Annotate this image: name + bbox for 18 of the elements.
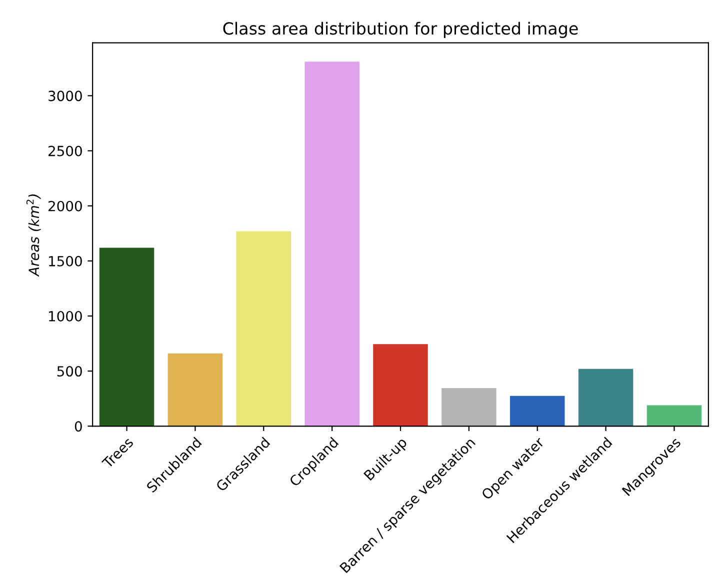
bar [510,396,565,426]
chart-title: Class area distribution for predicted image [223,22,578,38]
y-tick-label: 1500 [49,256,82,266]
bar [99,248,154,426]
y-tick-label: 2000 [48,200,82,212]
bar [373,344,428,426]
y-tick-label: 500 [57,366,82,377]
bar [236,231,292,426]
y-tick-label: 2500 [48,146,82,156]
y-tick-label: 3000 [48,90,82,102]
y-axis-title: Areas (km$^{2}$) [26,194,41,277]
bar [578,368,634,426]
bar [168,353,223,426]
y-tick-label: 1000 [49,310,82,322]
y-tick-label: 0 [74,421,82,432]
bar [646,405,702,426]
bar [442,388,496,426]
bar [304,62,360,426]
